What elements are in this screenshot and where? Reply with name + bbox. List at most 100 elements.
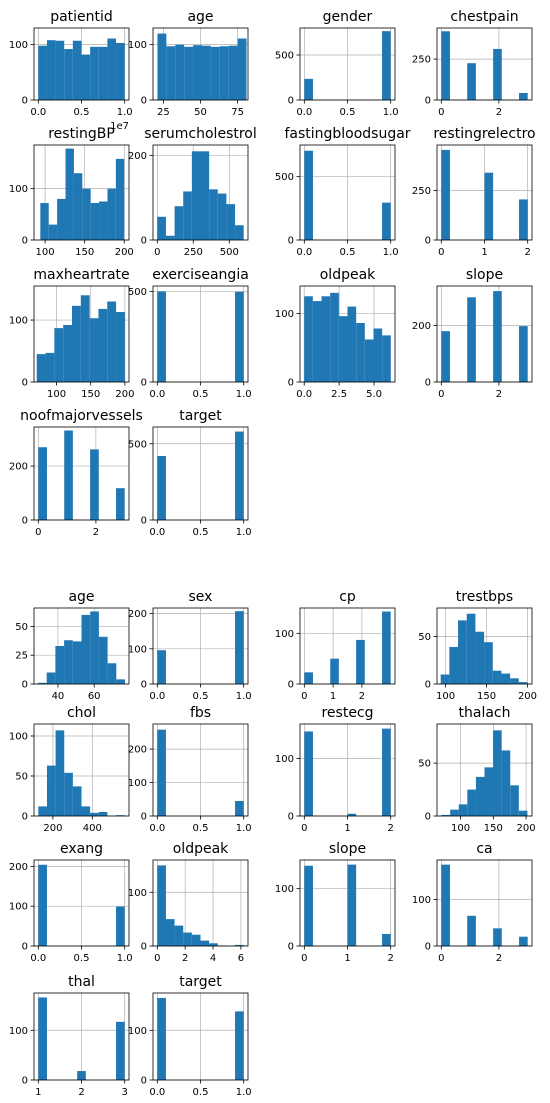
x-tick-label: 200 [517,823,536,834]
histogram-bar [382,31,391,100]
x-tick-label: 2 [78,1087,84,1098]
y-tick-label: 100 [9,316,28,327]
histogram-bar [193,45,202,100]
y-tick-label: 0 [141,516,147,527]
histogram-bar [98,812,108,816]
histogram-bar [37,682,47,684]
axes-frame [152,859,249,947]
histogram-bar [64,772,73,816]
histogram-panel-9: exerciseangia 0.0 0.5 1.0 0 500 [128,267,252,400]
x-tick-label: 1.0 [383,247,399,258]
y-tick-label: 0 [22,680,28,691]
x-tick-label: 500 [220,247,239,258]
histogram-bar [201,45,211,100]
axes-frame [436,285,533,383]
histogram-bar [175,44,185,100]
y-tick-label: 50 [418,759,431,770]
histogram-bar [115,158,125,240]
x-tick-label: 100 [47,389,66,400]
x-tick-label: 2 [359,691,365,702]
histogram-bar [441,814,451,816]
y-tick-label: 0 [22,942,28,953]
x-tick-label: 2 [387,953,393,964]
panel-title: chestpain [450,9,518,25]
panel-title: restingBP [48,126,115,142]
x-tick-label: 0 [154,953,160,964]
y-tick-label: 0 [425,378,431,389]
histogram-bar [90,449,99,520]
histogram-bar [382,611,391,684]
histogram-bar [441,331,450,382]
histogram-bar [157,291,166,382]
histogram-bar [501,673,511,684]
y-tick-label: 0 [141,96,147,107]
panel-title: chol [67,705,96,721]
panel-title: exang [60,841,103,857]
axes-frame [33,285,130,383]
histogram-bar [116,679,126,684]
x-tick-label: 250 [184,247,203,258]
x-tick-label: 0.0 [30,953,46,964]
histogram-bar [98,636,108,684]
y-tick-label: 100 [275,309,294,320]
histogram-bar [116,312,125,382]
histogram-bar [116,815,125,816]
x-tick-label: 1 [481,247,487,258]
x-tick-label: 0.5 [193,823,209,834]
y-tick-label: 0 [141,942,147,953]
x-tick-label: 100 [451,823,470,834]
histogram-bar [107,301,117,382]
histogram-bar [467,63,476,100]
histogram-bar [98,308,108,382]
axes-frame [436,723,533,817]
histogram-bar [484,767,494,816]
y-tick-label: 200 [128,151,147,162]
histogram-bar [157,33,167,100]
panel-title: fbs [190,705,211,721]
panel-title: patientid [50,9,113,25]
axes-frame [33,426,130,521]
histogram-bar [209,189,218,240]
histogram-bar [347,864,357,946]
y-tick-label: 200 [412,321,431,332]
histogram-bar [347,813,357,816]
x-tick-label: 1 [35,1087,41,1098]
histogram-panel-0: patientid 0.0 0.5 1.0 0 100 1e7 [9,9,133,132]
histogram-bar [90,46,99,100]
y-tick-label: 0 [288,96,294,107]
histogram-bar [356,323,365,382]
x-tick-label: 2 [387,823,393,834]
histogram-bar [519,92,528,100]
x-tick-label: 2 [496,107,502,118]
histogram-bar [209,943,218,946]
panel-title: fastingbloodsugar [284,126,410,142]
histogram-bar [72,40,82,100]
y-tick-label: 100 [9,732,28,743]
y-tick-label: 0 [425,942,431,953]
histogram-bar [72,641,82,684]
x-tick-label: 40 [52,691,65,702]
y-tick-label: 100 [128,644,147,655]
histogram-bar [107,188,116,240]
y-tick-label: 500 [128,439,147,450]
histogram-bar [467,297,476,382]
histogram-bar [510,785,519,816]
histogram-bar [157,997,166,1080]
histogram-panel-24: slope 0 1 2 0 100 [275,841,396,964]
x-tick-label: 0.0 [296,107,312,118]
x-tick-label: 0 [438,389,444,400]
histogram-bar [210,46,220,100]
x-tick-label: 2 [182,953,188,964]
x-tick-label: 100 [36,247,55,258]
panel-title: restingrelectro [433,126,535,142]
histogram-bar [467,915,476,946]
histogram-bar [72,305,81,382]
x-tick-label: 1 [344,953,350,964]
histogram-bar [484,642,493,684]
histogram-bar [38,864,47,946]
histogram-panel-22: exang 0.0 0.5 1.0 0 100 200 [9,841,133,964]
y-tick-label: 0 [22,516,28,527]
histogram-bar [166,46,176,100]
histogram-bar [81,614,91,684]
x-tick-label: 0.5 [193,691,209,702]
